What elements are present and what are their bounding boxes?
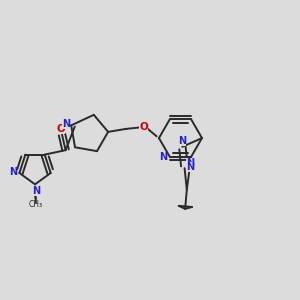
Text: N: N <box>186 158 194 168</box>
Text: N: N <box>9 167 17 177</box>
Text: N: N <box>178 136 186 146</box>
Text: N: N <box>62 119 70 129</box>
Text: N: N <box>159 152 167 162</box>
Text: N: N <box>186 162 194 172</box>
Text: O: O <box>56 124 65 134</box>
Text: O: O <box>139 122 148 132</box>
Text: CH₃: CH₃ <box>28 200 43 208</box>
Text: N: N <box>32 186 40 196</box>
